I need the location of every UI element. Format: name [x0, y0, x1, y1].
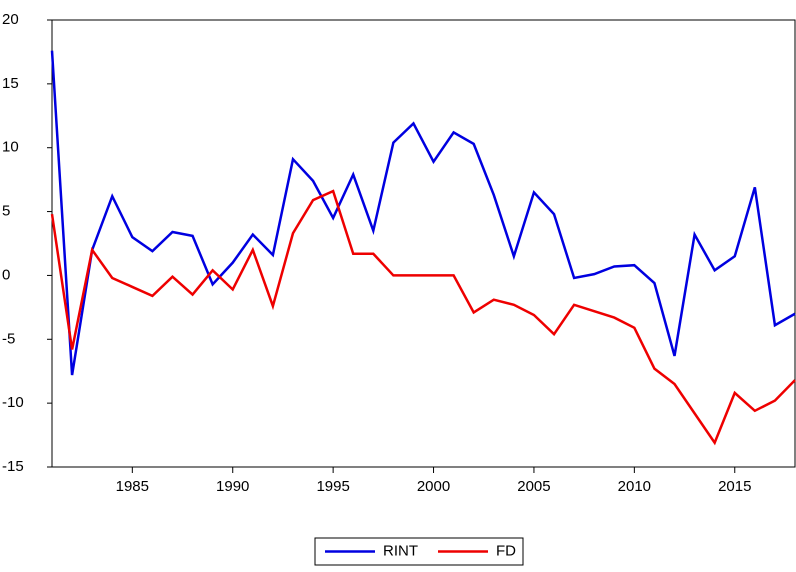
x-tick-label: 2000: [417, 478, 450, 495]
x-tick-label: 1985: [116, 478, 149, 495]
y-tick-label: 20: [2, 11, 19, 28]
y-tick-label: -10: [2, 394, 24, 411]
x-tick-label: 2010: [618, 478, 651, 495]
y-tick-label: 5: [2, 203, 10, 220]
plot-border: [51, 19, 796, 468]
y-tick-label: -5: [2, 330, 15, 347]
series-line: [50, 189, 796, 446]
x-tick-label: 2005: [517, 478, 550, 495]
x-tick-label: 1990: [216, 478, 249, 495]
y-tick-label: 10: [2, 139, 19, 156]
legend-label: RINT: [383, 542, 418, 559]
legend-label: FD: [496, 542, 516, 559]
y-tick-label: 15: [2, 75, 19, 92]
y-tick-label: 0: [2, 266, 10, 283]
y-tick-label: -15: [2, 458, 24, 475]
x-tick-label: 1995: [316, 478, 349, 495]
series-line: [50, 50, 796, 376]
x-tick-label: 2015: [718, 478, 751, 495]
